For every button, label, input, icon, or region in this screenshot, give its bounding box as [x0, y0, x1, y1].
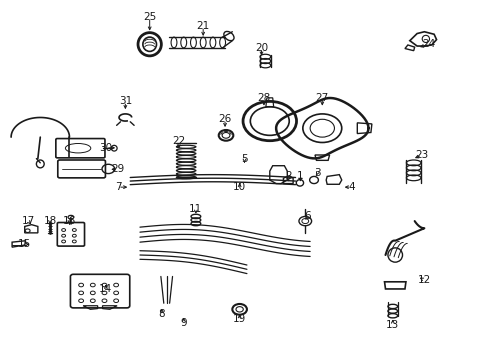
Text: 9: 9 [180, 318, 186, 328]
Circle shape [72, 234, 76, 237]
Text: 22: 22 [172, 136, 185, 146]
Text: 14: 14 [99, 284, 112, 294]
Text: 3: 3 [313, 168, 320, 178]
Text: 10: 10 [233, 182, 245, 192]
Text: 25: 25 [143, 13, 156, 22]
Text: 8: 8 [158, 309, 165, 319]
Text: 26: 26 [218, 114, 231, 124]
Circle shape [61, 234, 65, 237]
Text: 5: 5 [241, 154, 247, 163]
Text: 7: 7 [115, 182, 121, 192]
Text: 4: 4 [347, 182, 354, 192]
Text: 6: 6 [304, 211, 310, 221]
Text: 11: 11 [189, 203, 202, 213]
Text: 28: 28 [257, 93, 270, 103]
Text: 13: 13 [386, 320, 399, 330]
Text: 30: 30 [99, 143, 112, 153]
Circle shape [72, 229, 76, 231]
Text: 19: 19 [233, 314, 246, 324]
Circle shape [61, 229, 65, 231]
Text: 1: 1 [297, 171, 303, 181]
Text: 24: 24 [422, 39, 435, 49]
Text: 2: 2 [285, 171, 291, 181]
Text: 23: 23 [414, 150, 427, 160]
Text: 20: 20 [254, 43, 267, 53]
Circle shape [61, 240, 65, 243]
Text: 21: 21 [196, 21, 209, 31]
Circle shape [72, 240, 76, 243]
Text: 27: 27 [315, 93, 328, 103]
Text: 18: 18 [43, 216, 57, 226]
Text: 16: 16 [62, 216, 76, 226]
Text: 29: 29 [111, 164, 124, 174]
Text: 15: 15 [18, 239, 31, 249]
Text: 17: 17 [21, 216, 35, 226]
Circle shape [25, 229, 30, 233]
Text: 12: 12 [417, 275, 430, 285]
Text: 31: 31 [119, 96, 132, 107]
